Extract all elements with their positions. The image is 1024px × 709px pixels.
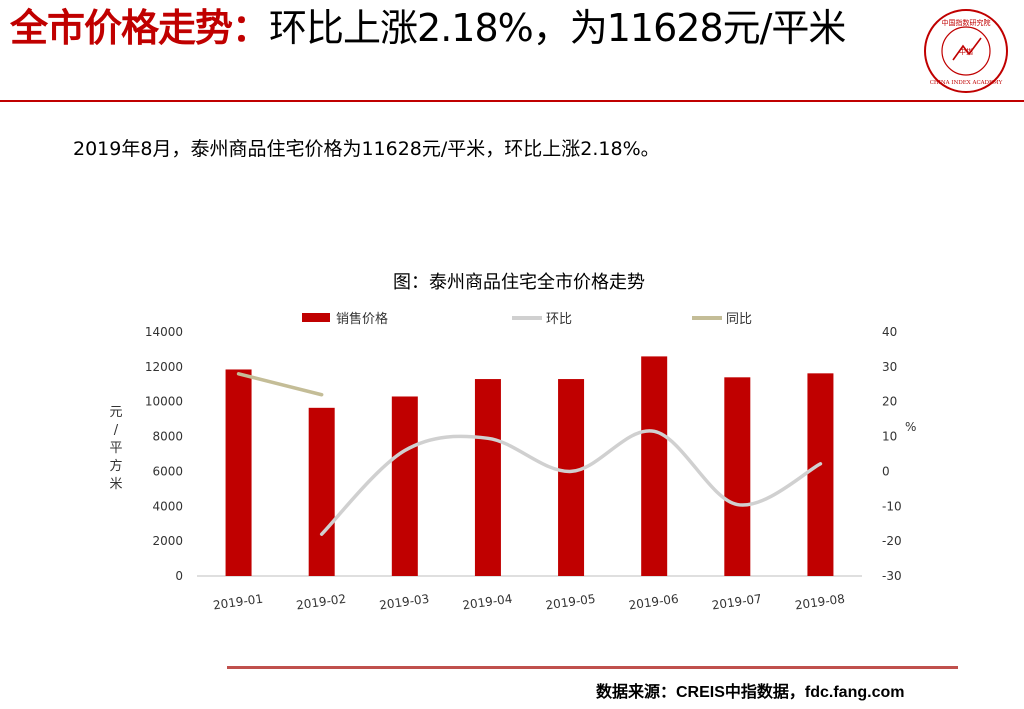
y-left-tick-label: 0	[175, 569, 183, 583]
logo-center-text: 中指	[959, 47, 973, 56]
legend-label-0: 销售价格	[336, 311, 388, 327]
bar-2019-08	[807, 373, 834, 576]
y-right-axis-label: %	[905, 420, 916, 434]
chart-title: 图：泰州商品住宅全市价格走势	[393, 272, 645, 293]
bar-2019-06	[641, 356, 668, 576]
x-tick-label: 2019-07	[711, 592, 763, 613]
footer-divider	[227, 666, 958, 669]
bar-2019-04	[474, 379, 501, 576]
x-tick-label: 2019-04	[462, 592, 514, 613]
legend-label-2: 同比	[726, 312, 752, 327]
bar-2019-03	[391, 396, 418, 576]
x-tick-label: 2019-02	[295, 592, 347, 613]
china-index-academy-logo: 中国指数研究院 中指 CHINA INDEX ACADEMY	[924, 9, 1008, 93]
y-right-tick-label: 10	[882, 430, 897, 444]
x-tick-label: 2019-03	[378, 592, 430, 613]
logo-outer-ring	[924, 9, 1008, 93]
logo-top-text: 中国指数研究院	[942, 18, 991, 27]
y-right-tick-label: -10	[882, 499, 902, 513]
logo-inner-ring	[941, 26, 991, 76]
y-left-tick-label: 2000	[152, 534, 183, 548]
series-line-同比	[236, 372, 324, 397]
legend-label-1: 环比	[546, 312, 572, 327]
y-right-tick-label: 0	[882, 464, 890, 478]
y-left-tick-label: 4000	[152, 499, 183, 513]
page-title-highlight: 全市价格走势：	[10, 6, 270, 50]
x-tick-label: 2019-08	[794, 592, 846, 613]
y-left-axis-label: 元/平方米	[109, 405, 122, 492]
y-left-tick-label: 14000	[145, 325, 183, 339]
y-right-tick-label: -30	[882, 569, 902, 583]
y-right-tick-label: 40	[882, 325, 897, 339]
series-line-环比	[319, 429, 823, 536]
summary-text: 2019年8月，泰州商品住宅价格为11628元/平米，环比上涨2.18%。	[73, 138, 660, 160]
page-title-rest: 环比上涨2.18%，为11628元/平米	[269, 6, 846, 50]
y-right-tick-label: 20	[882, 395, 897, 409]
y-right-tick-label: -20	[882, 534, 902, 548]
title-divider	[0, 100, 1024, 102]
bar-2019-07	[724, 377, 751, 576]
logo-bottom-text: CHINA INDEX ACADEMY	[930, 80, 1003, 86]
y-left-tick-label: 8000	[152, 430, 183, 444]
y-left-tick-label: 10000	[145, 395, 183, 409]
x-tick-label: 2019-01	[212, 592, 264, 613]
y-left-tick-label: 12000	[145, 360, 183, 374]
bar-2019-05	[558, 379, 585, 576]
y-right-tick-label: 30	[882, 360, 897, 374]
logo-mark	[952, 37, 982, 61]
page-title: 全市价格走势：环比上涨2.18%，为11628元/平米	[10, 4, 910, 52]
x-tick-label: 2019-06	[628, 592, 680, 613]
y-left-tick-label: 6000	[152, 464, 183, 478]
bar-2019-02	[308, 407, 335, 576]
data-source: 数据来源：CREIS中指数据，fdc.fang.com	[596, 684, 905, 701]
bar-2019-01	[225, 369, 252, 576]
legend-swatch-0	[302, 313, 330, 322]
x-tick-label: 2019-05	[545, 592, 597, 613]
